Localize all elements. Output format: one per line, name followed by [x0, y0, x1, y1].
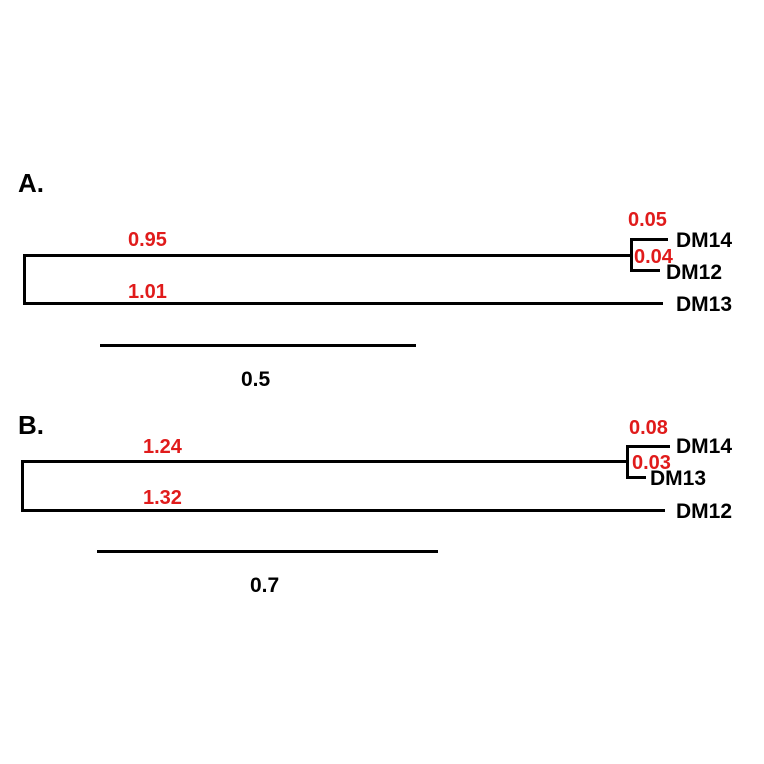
taxon-label: DM13 [676, 293, 733, 316]
tree-root-branch [21, 461, 24, 512]
taxon-label: DM14 [676, 229, 733, 252]
taxon-label: DM12 [676, 500, 733, 523]
tree-internal-branch [23, 254, 633, 257]
panel-label: A. [18, 168, 44, 198]
tree-tip-branch [630, 238, 668, 241]
panel-label: B. [18, 410, 44, 440]
tree-outer-branch [23, 302, 663, 305]
scale-bar-label: 0.7 [250, 574, 280, 597]
branch-length-label: 0.95 [128, 229, 167, 251]
taxon-label: DM13 [650, 467, 707, 490]
branch-length-label: 0.04 [634, 246, 673, 268]
tree-root-branch [23, 255, 26, 305]
tree-tip-branch [626, 445, 670, 448]
scale-bar-label: 0.5 [241, 368, 271, 391]
branch-length-label: 1.01 [128, 281, 167, 303]
branch-length-label: 0.03 [632, 452, 671, 474]
scale-bar-line [100, 344, 416, 347]
scale-bar-line [97, 550, 438, 553]
branch-length-label: 1.32 [143, 487, 182, 509]
tree-clade-branch [626, 445, 629, 479]
branch-length-label: 0.05 [628, 209, 667, 231]
tree-tip-branch [630, 269, 660, 272]
tree-clade-branch [630, 238, 633, 272]
tree-outer-branch [21, 509, 665, 512]
tree-internal-branch [21, 460, 629, 463]
branch-length-label: 0.08 [629, 417, 668, 439]
taxon-label: DM12 [666, 261, 723, 284]
branch-length-label: 1.24 [143, 436, 182, 458]
taxon-label: DM14 [676, 435, 733, 458]
tree-tip-branch [626, 476, 646, 479]
